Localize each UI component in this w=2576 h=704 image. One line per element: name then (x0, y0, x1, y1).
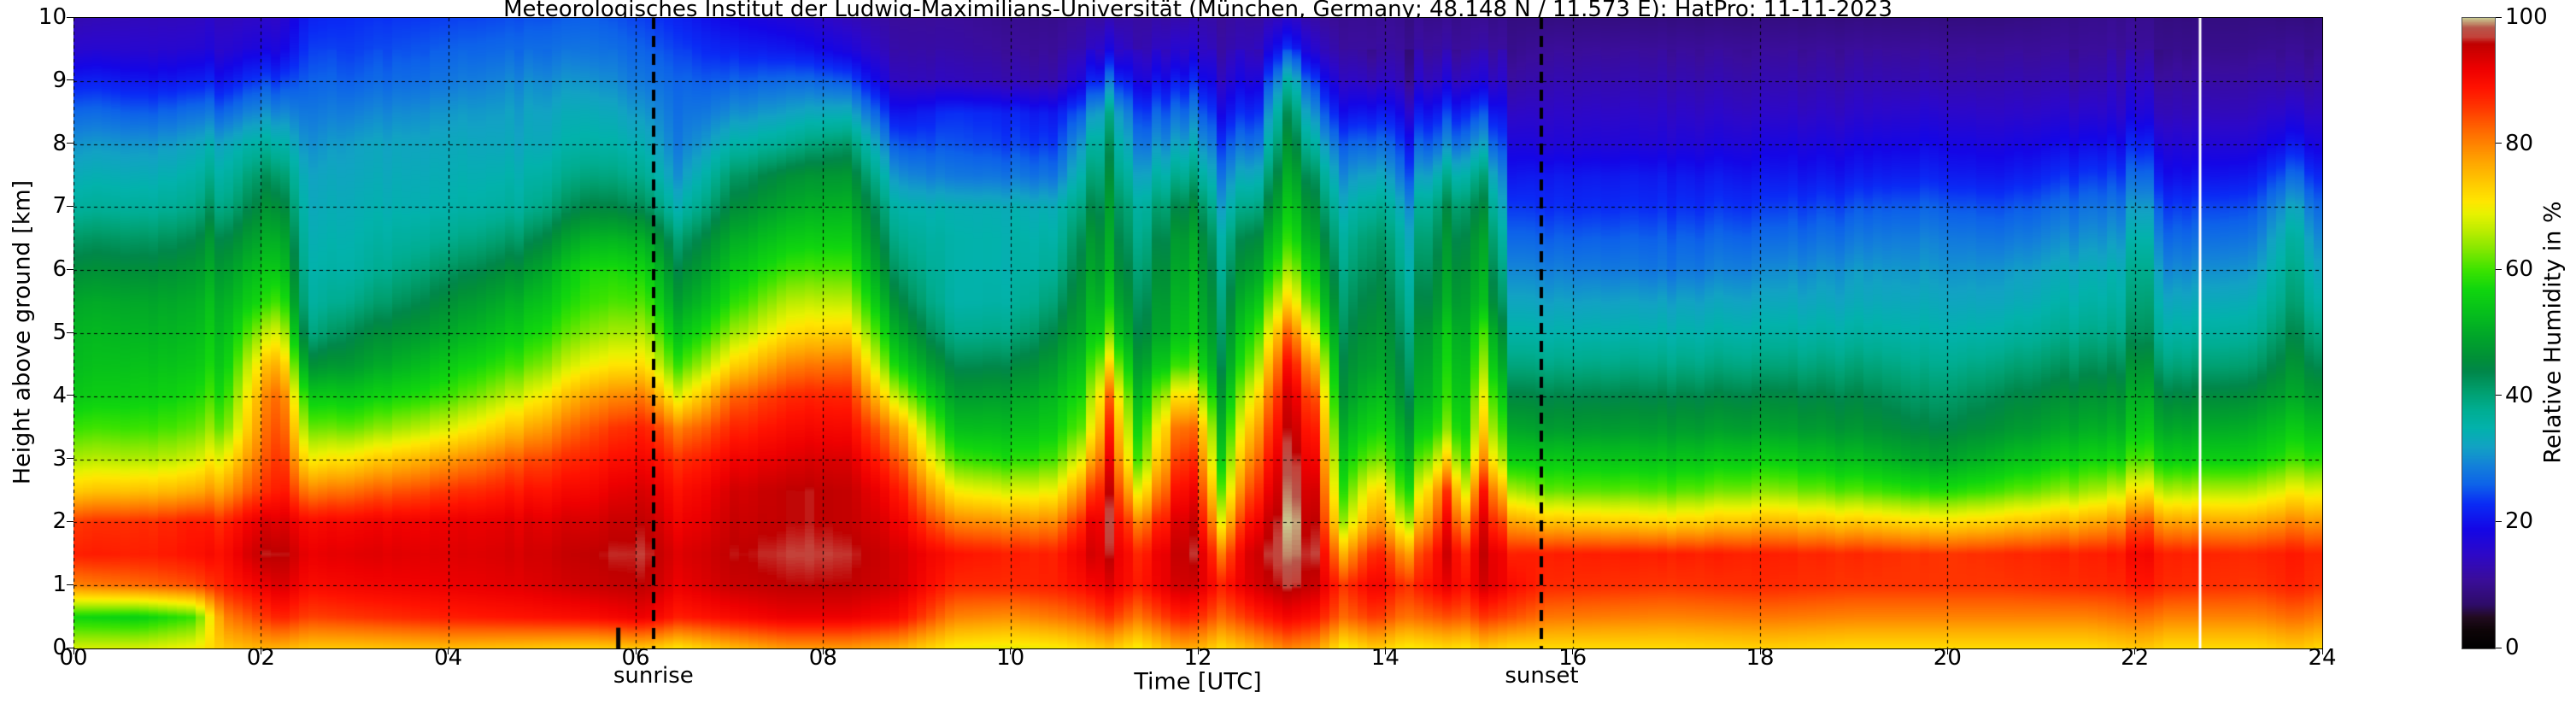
x-tick-mark (1384, 648, 1386, 654)
x-tick-label: 22 (2121, 645, 2150, 671)
colorbar-tick-mark (2496, 143, 2502, 144)
y-tick-label: 5 (52, 320, 67, 345)
colorbar (2462, 17, 2496, 649)
y-tick-label: 0 (52, 635, 67, 660)
x-tick-label: 20 (1933, 645, 1962, 671)
x-tick-mark (2321, 648, 2323, 654)
y-tick-mark (67, 395, 73, 396)
colorbar-tick-mark (2496, 395, 2502, 396)
x-tick-label: 18 (1746, 645, 1775, 671)
colorbar-tick-label: 100 (2505, 4, 2548, 30)
y-tick-mark (67, 584, 73, 585)
colorbar-tick-label: 20 (2505, 508, 2534, 535)
x-tick-label: 16 (1558, 645, 1587, 671)
x-axis-label: Time [UTC] (1134, 668, 1262, 695)
x-tick-mark (822, 648, 824, 654)
x-tick-label: 14 (1370, 645, 1399, 671)
y-tick-mark (67, 16, 73, 18)
x-tick-label: 04 (434, 645, 463, 671)
y-tick-label: 9 (52, 67, 67, 93)
y-tick-label: 1 (52, 572, 67, 598)
y-tick-mark (67, 331, 73, 333)
x-tick-label: 02 (246, 645, 275, 671)
y-tick-label: 10 (38, 4, 67, 30)
y-tick-mark (67, 205, 73, 207)
y-tick-label: 3 (52, 445, 67, 472)
x-tick-label: 12 (1183, 645, 1212, 671)
y-tick-mark (67, 79, 73, 81)
x-tick-mark (1946, 648, 1948, 654)
y-tick-mark (67, 458, 73, 460)
y-tick-label: 7 (52, 193, 67, 220)
y-tick-mark (67, 143, 73, 144)
x-tick-mark (1197, 648, 1199, 654)
sunrise-label: sunrise (613, 663, 694, 689)
humidity-heatmap-canvas (73, 18, 2322, 648)
colorbar-tick-mark (2496, 16, 2502, 18)
colorbar-tick-label: 40 (2505, 382, 2534, 408)
colorbar-gradient-canvas (2462, 18, 2495, 648)
x-tick-mark (1010, 648, 1012, 654)
plot-area (73, 17, 2323, 649)
colorbar-tick-label: 80 (2505, 130, 2534, 156)
y-tick-label: 6 (52, 256, 67, 283)
x-tick-mark (448, 648, 449, 654)
colorbar-tick-mark (2496, 520, 2502, 522)
x-tick-label: 06 (621, 645, 650, 671)
colorbar-tick-mark (2496, 268, 2502, 270)
colorbar-tick-label: 60 (2505, 256, 2534, 283)
colorbar-tick-label: 0 (2505, 635, 2520, 660)
x-tick-label: 00 (59, 645, 88, 671)
y-tick-mark (67, 268, 73, 270)
y-tick-label: 8 (52, 130, 67, 156)
x-tick-mark (1759, 648, 1761, 654)
x-tick-mark (2134, 648, 2136, 654)
y-tick-label: 4 (52, 382, 67, 408)
sunset-label: sunset (1505, 663, 1579, 689)
x-tick-label: 24 (2308, 645, 2337, 671)
x-tick-mark (635, 648, 637, 654)
y-tick-label: 2 (52, 508, 67, 535)
y-tick-mark (67, 520, 73, 522)
x-tick-mark (73, 648, 74, 654)
x-tick-label: 10 (996, 645, 1025, 671)
x-tick-label: 08 (808, 645, 837, 671)
colorbar-label: Relative Humidity in % (2539, 201, 2567, 464)
x-tick-mark (1572, 648, 1574, 654)
